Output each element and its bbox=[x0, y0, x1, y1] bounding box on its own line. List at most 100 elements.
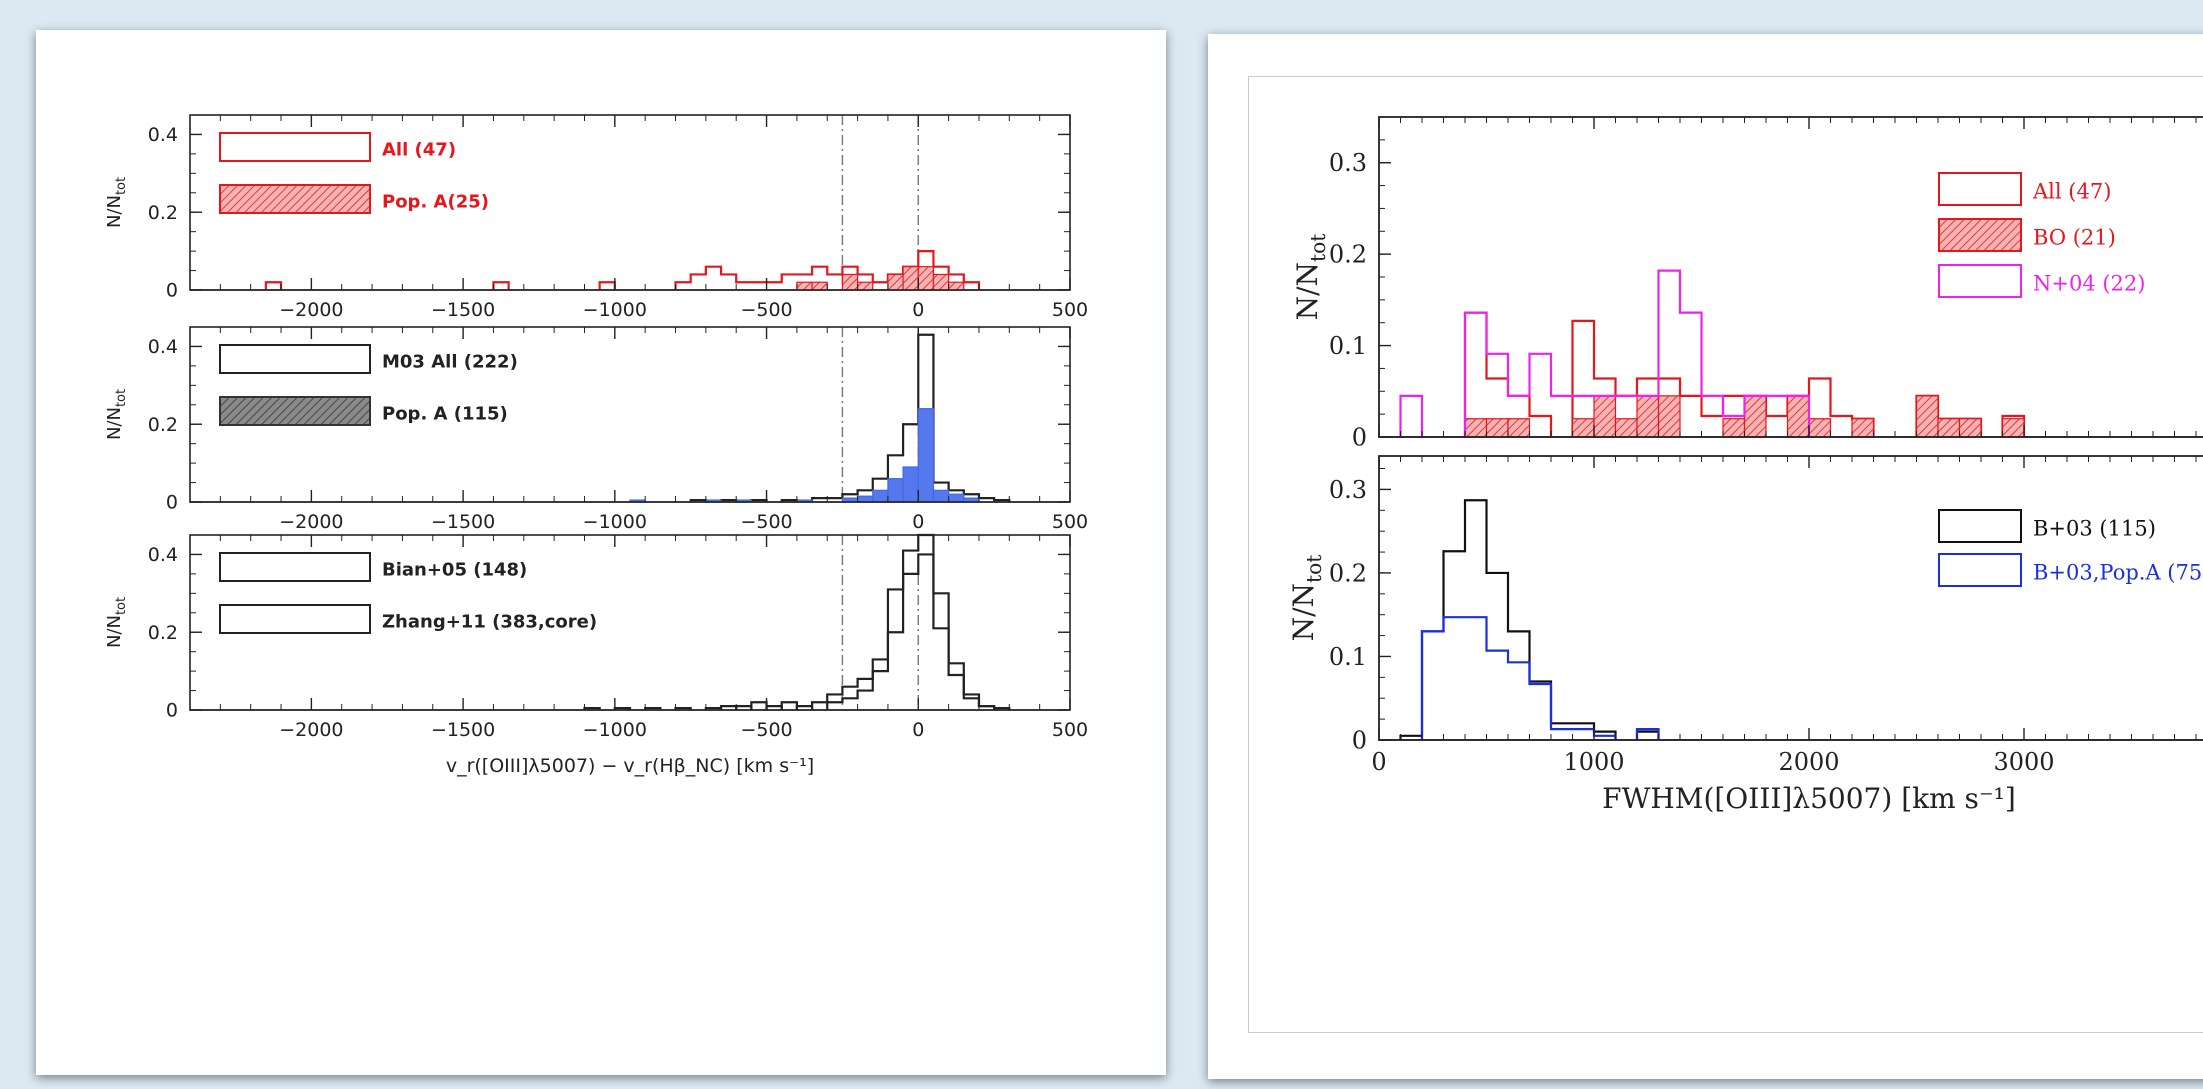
bar bbox=[1571, 418, 1595, 438]
series-0 bbox=[1399, 499, 1660, 740]
bar bbox=[932, 273, 950, 291]
series-1 bbox=[1464, 395, 2025, 438]
series-2 bbox=[1399, 269, 1811, 437]
legend-swatch bbox=[1938, 172, 2022, 206]
series-0 bbox=[264, 250, 981, 290]
histogram-line bbox=[1420, 616, 1660, 740]
x-tick-label: 500 bbox=[1052, 511, 1088, 533]
legend-swatch bbox=[1938, 218, 2022, 252]
series-0 bbox=[689, 333, 1011, 502]
legend-label: Pop. A(25) bbox=[382, 191, 489, 212]
histogram-line bbox=[1399, 499, 1660, 740]
legend-label: B+03 (115) bbox=[2033, 517, 2156, 541]
legend-swatch bbox=[1938, 264, 2022, 298]
y-tick-label: 0.1 bbox=[1329, 332, 1367, 360]
legend-swatch bbox=[1938, 553, 2022, 587]
x-tick-label: −1500 bbox=[431, 299, 495, 321]
bar bbox=[1808, 418, 1832, 438]
y-tick-label: 0.2 bbox=[148, 202, 178, 224]
x-tick-label: 1000 bbox=[1563, 748, 1624, 776]
y-axis-label: N/Ntot bbox=[1287, 555, 1326, 642]
bar bbox=[948, 281, 965, 291]
x-tick-label: −1500 bbox=[431, 511, 495, 533]
legend-swatch bbox=[219, 552, 371, 582]
x-tick-label: 0 bbox=[912, 299, 924, 321]
chart-panel-4: 0100020003000400000.10.20.3N/NtotFWHM([O… bbox=[1287, 455, 2203, 815]
legend: All (47) Pop. A(25) bbox=[219, 132, 489, 214]
chart-panel-1: −2000 −1500 −1000 −500 0 500 0 0.2 0.4 N/Ntot M03 … bbox=[104, 326, 1088, 533]
legend: B+03 (115) B+03,Pop.A (75) bbox=[1938, 509, 2203, 587]
x-tick-label: −2000 bbox=[279, 299, 343, 321]
bar bbox=[1743, 395, 1767, 438]
legend-swatch bbox=[219, 344, 371, 374]
bar bbox=[1851, 418, 1875, 438]
bar bbox=[1786, 395, 1810, 438]
y-tick-label: 0.2 bbox=[1329, 241, 1367, 269]
legend-label: BO (21) bbox=[2033, 226, 2116, 250]
bar bbox=[1915, 395, 1939, 438]
left-figure-card: −2000 −1500 −1000 −500 0 500 0 0.2 0.4 N/Ntot All … bbox=[36, 30, 1166, 1075]
y-tick-label: 0.4 bbox=[148, 124, 178, 146]
legend-label: N+04 (22) bbox=[2033, 272, 2145, 296]
bar bbox=[856, 495, 874, 503]
y-tick-label: 0 bbox=[166, 492, 178, 514]
bar bbox=[917, 266, 935, 291]
bar bbox=[1614, 418, 1638, 438]
x-axis-label: FWHM([OIII]λ5007) [km s⁻¹] bbox=[1602, 782, 2016, 815]
bar bbox=[1464, 418, 1488, 438]
x-tick-label: −1000 bbox=[583, 719, 647, 741]
histogram-line bbox=[1399, 269, 1811, 437]
x-tick-label: 500 bbox=[1052, 719, 1088, 741]
x-tick-label: −1500 bbox=[431, 719, 495, 741]
bar bbox=[1485, 418, 1509, 438]
x-tick-label: −500 bbox=[740, 719, 792, 741]
bar bbox=[1593, 395, 1617, 438]
series-2 bbox=[629, 408, 980, 503]
legend-label: Zhang+11 (383,core) bbox=[382, 611, 597, 632]
y-axis-label: N/Ntot bbox=[1291, 234, 1330, 321]
x-tick-label: 3000 bbox=[1993, 748, 2054, 776]
bar bbox=[1657, 395, 1681, 438]
series-0 bbox=[583, 533, 1011, 710]
legend-label: B+03,Pop.A (75) bbox=[2033, 561, 2203, 585]
bar bbox=[1722, 418, 1746, 438]
y-axis-label: N/Ntot bbox=[104, 389, 129, 440]
x-axis-label: v_r([OIII]λ5007) − v_r(Hβ_NC) [km s⁻¹] bbox=[446, 755, 814, 777]
bar bbox=[1937, 418, 1961, 438]
bar bbox=[902, 466, 919, 503]
bar bbox=[796, 281, 813, 291]
y-tick-label: 0.2 bbox=[148, 622, 178, 644]
bar bbox=[872, 489, 889, 503]
y-tick-label: 0.4 bbox=[148, 336, 178, 358]
series-1 bbox=[796, 266, 965, 291]
bar bbox=[1507, 418, 1531, 438]
chart-panel-2: −2000 −1500 −1000 −500 0 500 0 0.2 0.4 N/Ntot v_r(… bbox=[104, 533, 1088, 777]
y-tick-label: 0.2 bbox=[1329, 559, 1367, 587]
y-tick-label: 0 bbox=[1352, 423, 1367, 451]
x-tick-label: 2000 bbox=[1778, 748, 1839, 776]
right-figure-frame: 0 0.1 0.2 0.3 N/Ntot All (47) BO (21) N+04 (22)… bbox=[1248, 76, 2203, 1033]
x-tick-label: 500 bbox=[1052, 299, 1088, 321]
legend-label: Pop. A (115) bbox=[382, 403, 508, 424]
right-figure: 0 0.1 0.2 0.3 N/Ntot All (47) BO (21) N+04 (22)… bbox=[1287, 116, 2203, 815]
histogram-line bbox=[689, 333, 1011, 502]
y-axis-label: N/Ntot bbox=[104, 597, 129, 648]
y-tick-label: 0.3 bbox=[1329, 149, 1367, 177]
series-1 bbox=[1420, 616, 1660, 740]
x-tick-label: −500 bbox=[740, 299, 792, 321]
legend-swatch bbox=[219, 184, 371, 214]
legend-label: All (47) bbox=[382, 139, 456, 160]
y-tick-label: 0.1 bbox=[1329, 643, 1367, 671]
y-tick-label: 0.2 bbox=[148, 414, 178, 436]
bar bbox=[1636, 395, 1660, 438]
right-figure-card: 0 0.1 0.2 0.3 N/Ntot All (47) BO (21) N+04 (22)… bbox=[1208, 34, 2203, 1079]
legend: M03 All (222) Pop. A (115) bbox=[219, 344, 518, 426]
y-tick-label: 0 bbox=[1352, 726, 1367, 754]
bar bbox=[1958, 418, 1982, 438]
bar bbox=[917, 408, 935, 503]
plot-frame bbox=[189, 534, 1071, 711]
x-tick-label: −1000 bbox=[583, 299, 647, 321]
plot-frame bbox=[189, 114, 1071, 291]
bar bbox=[811, 281, 828, 291]
bar bbox=[2001, 418, 2025, 438]
